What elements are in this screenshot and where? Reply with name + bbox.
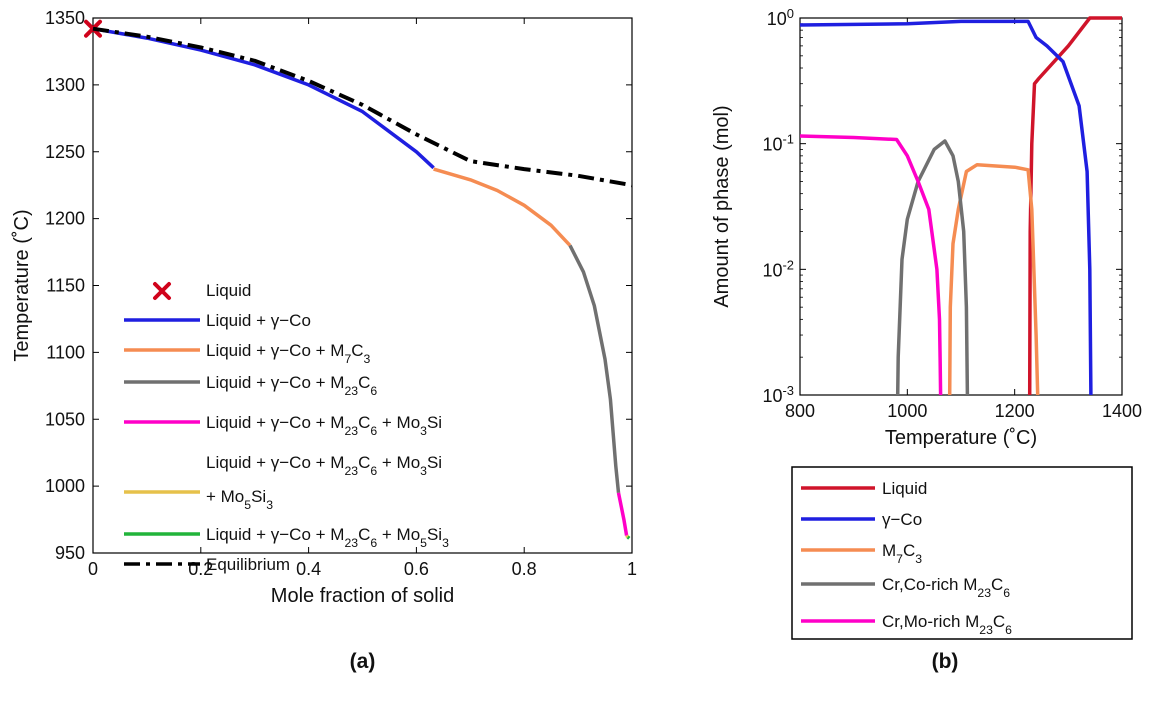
chart-b-y-tick-label: 10-1 xyxy=(762,131,794,155)
chart-b-legend-label: Cr,Co-rich M23C6 xyxy=(882,575,1010,600)
chart-a-legend-label-cont: + Mo5Si3 xyxy=(206,487,273,512)
chart-a-series-line-4 xyxy=(616,492,629,536)
chart-a-legend-label: Liquid xyxy=(206,281,251,300)
chart-a-legend: Liquid Liquid + γ−Co Liquid + γ−Co + M7C3 L… xyxy=(124,281,449,574)
chart-b-legend: Liquid γ−Co M7C3 Cr,Co-rich M23C6 Cr,Mo-rich… xyxy=(791,466,1133,640)
chart-b-series xyxy=(800,16,1122,395)
chart-a-legend-label: Equilibrium xyxy=(206,555,290,574)
chart-b-y-tick-label: 10-3 xyxy=(762,383,794,407)
chart-b-legend-label: Cr,Mo-rich M23C6 xyxy=(882,612,1012,637)
chart-b: 800 1000 1200 1400 10-3 10-2 10-1 100 Temperatur… xyxy=(711,6,1142,674)
chart-b-x-tick-label: 800 xyxy=(785,401,815,421)
chart-a-legend-label: Liquid + γ−Co + M23C6 + Mo3Si xyxy=(206,453,442,478)
chart-a-y-tick-label: 1000 xyxy=(45,476,85,496)
chart-a-series-line-7 xyxy=(92,26,633,188)
chart-a-y-tick-label: 1150 xyxy=(46,276,85,296)
chart-b-x-axis-label: Temperature (˚C) xyxy=(885,427,1037,449)
chart-b-series-line-2 xyxy=(947,162,1040,395)
chart-b-series-line-4 xyxy=(800,134,943,395)
chart-a-y-tick-label: 1300 xyxy=(45,75,85,95)
chart-a-x-tick-label: 0.8 xyxy=(512,559,537,579)
chart-a-series-line-3 xyxy=(568,244,621,493)
chart-a-x-axis-label: Mole fraction of solid xyxy=(271,585,454,607)
chart-a-legend-label: Liquid + γ−Co + M7C3 xyxy=(206,341,371,366)
chart-a-y-tick-label: 1200 xyxy=(45,209,85,229)
chart-a-legend-label: Liquid + γ−Co + M23C6 + Mo3Si xyxy=(206,413,442,438)
chart-a-plot-area xyxy=(92,17,633,554)
chart-a-legend-marker xyxy=(153,282,171,300)
chart-a-x-tick-label: 0.6 xyxy=(404,559,429,579)
chart-b-y-axis-label: Amount of phase (mol) xyxy=(711,105,733,307)
chart-b-legend-box xyxy=(791,466,1133,640)
chart-a: 0 0.2 0.4 0.6 0.8 195010001050110011501200125… xyxy=(11,8,637,673)
chart-a-y-axis-label: Temperature (˚C) xyxy=(11,209,33,361)
chart-a-x-tick-label: 0 xyxy=(88,559,98,579)
chart-b-y-tick-label: 10-2 xyxy=(762,257,794,281)
chart-b-series-line-3 xyxy=(895,139,970,395)
chart-b-x-tick-label: 1200 xyxy=(995,401,1035,421)
chart-a-x-tick-label: 1 xyxy=(627,559,637,579)
chart-a-legend-label: Liquid + γ−Co xyxy=(206,311,311,330)
chart-b-legend-label: M7C3 xyxy=(882,541,922,566)
chart-b-legend-label: Liquid xyxy=(882,479,927,498)
chart-a-y-tick-label: 950 xyxy=(55,543,85,563)
chart-a-legend-label: Liquid + γ−Co + M23C6 xyxy=(206,373,377,398)
chart-b-x-tick-label: 1000 xyxy=(887,401,927,421)
chart-b-series-line-1 xyxy=(800,19,1093,395)
chart-a-y-tick-label: 1050 xyxy=(45,409,85,429)
chart-b-y-tick-label: 100 xyxy=(767,6,794,30)
chart-a-series-line-6 xyxy=(626,535,631,540)
chart-a-panel-label: (a) xyxy=(350,650,376,673)
chart-b-panel-label: (b) xyxy=(932,650,959,673)
chart-a-y-tick-label: 1350 xyxy=(45,8,85,28)
chart-a-legend-label: Liquid + γ−Co + M23C6 + Mo5Si3 xyxy=(206,525,449,550)
chart-a-x-tick-label: 0.4 xyxy=(296,559,321,579)
chart-a-y-tick-label: 1250 xyxy=(45,142,85,162)
chart-b-x-tick-label: 1400 xyxy=(1102,401,1142,421)
chart-b-legend-label: γ−Co xyxy=(882,510,922,529)
chart-a-series-line-5 xyxy=(625,534,630,539)
chart-a-y-tick-label: 1100 xyxy=(46,342,85,362)
chart-a-series-line-2 xyxy=(433,167,572,247)
chart-a-series-line-1 xyxy=(92,26,435,170)
